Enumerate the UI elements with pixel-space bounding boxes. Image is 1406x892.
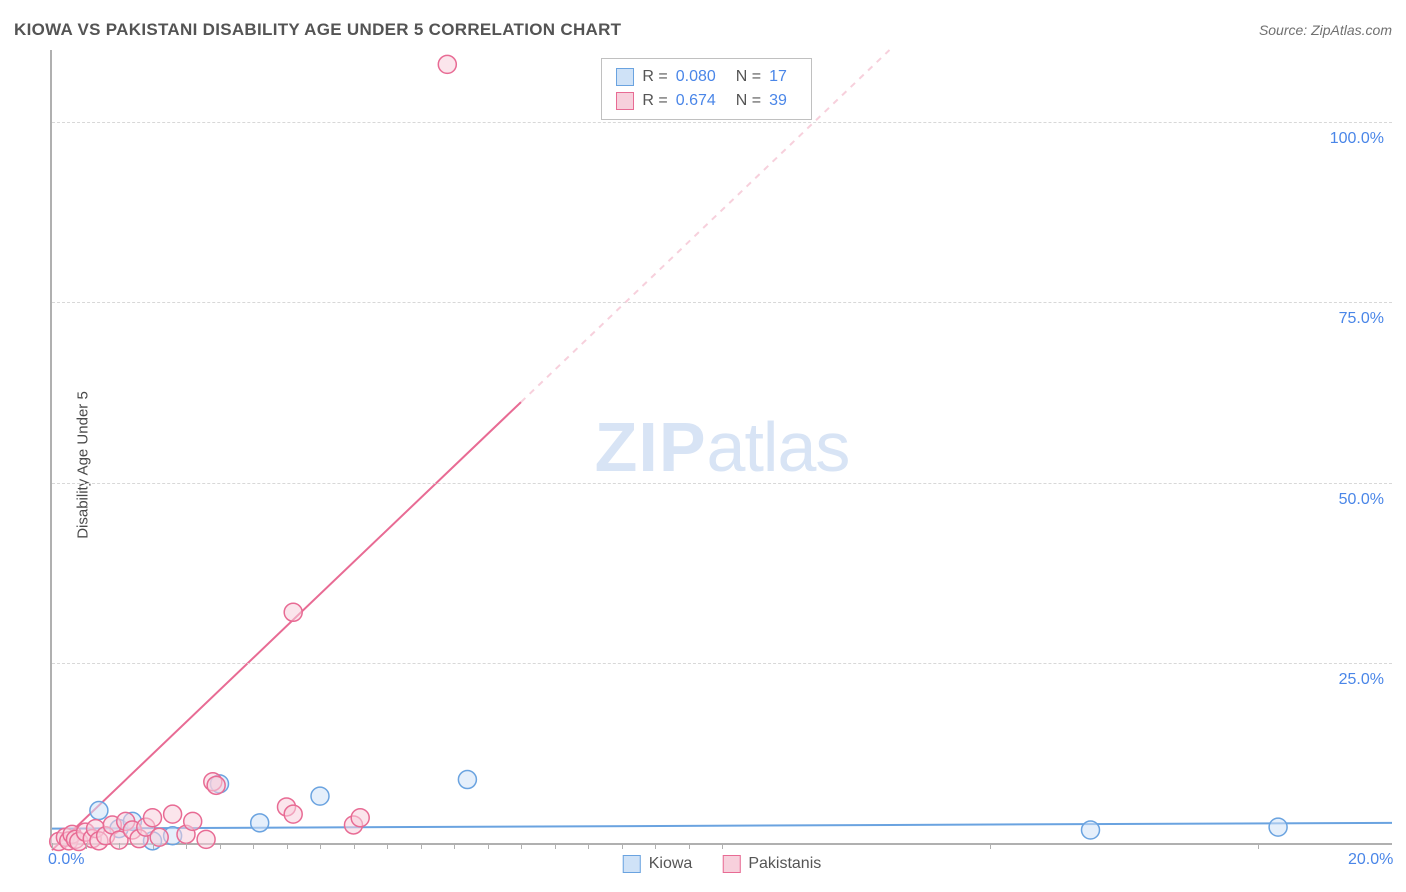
scatter-svg bbox=[52, 50, 1392, 843]
x-tick-mark bbox=[354, 843, 355, 849]
x-tick-mark bbox=[119, 843, 120, 849]
scatter-point bbox=[144, 809, 162, 827]
legend-swatch bbox=[623, 855, 641, 873]
r-value: 0.674 bbox=[676, 89, 728, 113]
x-tick-mark bbox=[488, 843, 489, 849]
x-tick-mark bbox=[387, 843, 388, 849]
legend-item: Kiowa bbox=[623, 855, 693, 873]
scatter-point bbox=[207, 776, 225, 794]
chart-header: KIOWA VS PAKISTANI DISABILITY AGE UNDER … bbox=[14, 20, 1392, 40]
stats-row: R = 0.080 N = 17 bbox=[616, 65, 797, 89]
gridline bbox=[52, 663, 1392, 664]
x-tick-mark bbox=[722, 843, 723, 849]
stats-row: R = 0.674 N = 39 bbox=[616, 89, 797, 113]
legend-label: Pakistanis bbox=[748, 855, 821, 873]
r-label: R = bbox=[642, 65, 667, 89]
legend-swatch bbox=[722, 855, 740, 873]
x-tick-mark bbox=[320, 843, 321, 849]
gridline bbox=[52, 302, 1392, 303]
n-value: 39 bbox=[769, 89, 797, 113]
scatter-point bbox=[197, 830, 215, 848]
x-tick-label: 0.0% bbox=[48, 851, 84, 869]
x-tick-mark bbox=[521, 843, 522, 849]
n-label: N = bbox=[736, 89, 761, 113]
gridline bbox=[52, 122, 1392, 123]
legend-label: Kiowa bbox=[649, 855, 693, 873]
x-tick-mark bbox=[287, 843, 288, 849]
x-tick-mark bbox=[186, 843, 187, 849]
n-value: 17 bbox=[769, 65, 797, 89]
r-label: R = bbox=[642, 89, 667, 113]
series-swatch bbox=[616, 68, 634, 86]
plot-area: ZIPatlas R =0.080N =17R =0.674N =39 Kiow… bbox=[50, 50, 1392, 845]
x-tick-mark bbox=[990, 843, 991, 849]
x-tick-mark bbox=[253, 843, 254, 849]
x-tick-mark bbox=[454, 843, 455, 849]
scatter-point bbox=[164, 805, 182, 823]
gridline bbox=[52, 483, 1392, 484]
scatter-point bbox=[1082, 821, 1100, 839]
series-swatch bbox=[616, 92, 634, 110]
x-tick-label: 20.0% bbox=[1348, 851, 1393, 869]
legend-item: Pakistanis bbox=[722, 855, 821, 873]
scatter-point bbox=[284, 603, 302, 621]
x-tick-mark bbox=[655, 843, 656, 849]
correlation-stats-box: R = 0.080 N = 17 R = 0.674 N = 39 bbox=[601, 58, 812, 120]
scatter-point bbox=[438, 55, 456, 73]
x-tick-mark bbox=[689, 843, 690, 849]
scatter-point bbox=[458, 771, 476, 789]
scatter-point bbox=[184, 812, 202, 830]
x-tick-mark bbox=[555, 843, 556, 849]
scatter-point bbox=[1269, 818, 1287, 836]
y-tick-label: 75.0% bbox=[1339, 310, 1384, 328]
x-tick-mark bbox=[220, 843, 221, 849]
n-label: N = bbox=[736, 65, 761, 89]
x-tick-mark bbox=[1258, 843, 1259, 849]
scatter-point bbox=[284, 805, 302, 823]
r-value: 0.080 bbox=[676, 65, 728, 89]
y-tick-label: 100.0% bbox=[1330, 130, 1384, 148]
x-tick-mark bbox=[588, 843, 589, 849]
y-tick-label: 25.0% bbox=[1339, 671, 1384, 689]
source-label: Source: ZipAtlas.com bbox=[1259, 22, 1392, 38]
x-tick-mark bbox=[421, 843, 422, 849]
x-tick-mark bbox=[622, 843, 623, 849]
chart-title: KIOWA VS PAKISTANI DISABILITY AGE UNDER … bbox=[14, 20, 621, 40]
chart-container: Disability Age Under 5 ZIPatlas R =0.080… bbox=[14, 50, 1392, 880]
x-tick-mark bbox=[86, 843, 87, 849]
y-tick-label: 50.0% bbox=[1339, 491, 1384, 509]
trend-line bbox=[52, 402, 521, 850]
x-tick-mark bbox=[52, 843, 53, 849]
scatter-point bbox=[311, 787, 329, 805]
scatter-point bbox=[351, 809, 369, 827]
scatter-point bbox=[90, 802, 108, 820]
series-legend: Kiowa Pakistanis bbox=[623, 855, 822, 873]
x-tick-mark bbox=[153, 843, 154, 849]
scatter-point bbox=[251, 814, 269, 832]
